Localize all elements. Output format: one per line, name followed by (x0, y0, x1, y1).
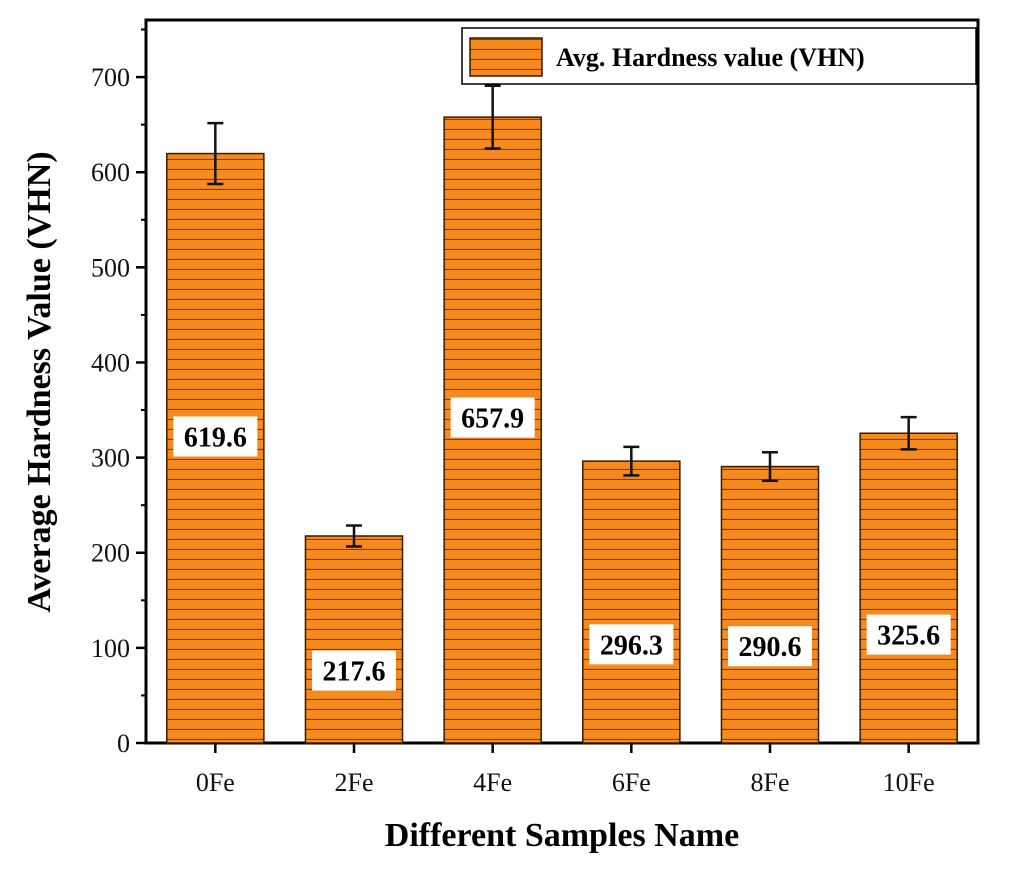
data-label-box (728, 626, 812, 667)
data-label: 619.6 (184, 422, 247, 453)
y-tick-label: 600 (91, 158, 130, 187)
y-tick-label: 400 (91, 348, 130, 377)
x-tick-label: 4Fe (473, 768, 512, 797)
data-label: 325.6 (877, 621, 940, 652)
x-tick-label: 0Fe (196, 768, 235, 797)
bar (859, 432, 958, 744)
legend: Avg. Hardness value (VHN) (461, 27, 977, 85)
bars-group (166, 116, 958, 744)
data-label-box (173, 416, 258, 457)
bar (720, 465, 820, 744)
data-label-box (450, 397, 535, 438)
x-axis-title: Different Samples Name (385, 817, 739, 854)
data-label: 296.3 (600, 630, 663, 661)
plot-area (144, 18, 980, 745)
y-tick-label: 100 (91, 634, 130, 663)
y-axis: 0 100 200 300 400 500 600 700 (91, 28, 146, 758)
data-label-box (589, 624, 674, 665)
y-tick-label: 500 (91, 253, 130, 282)
x-tick-label: 6Fe (612, 768, 651, 797)
data-label: 290.6 (739, 632, 802, 663)
data-label-box (312, 650, 396, 691)
legend-label: Avg. Hardness value (VHN) (556, 43, 865, 72)
x-tick-label: 2Fe (335, 768, 374, 797)
error-bars-group (207, 84, 917, 548)
bar (582, 460, 681, 744)
y-axis-title: Average Hardness Value (VHN) (21, 151, 58, 612)
bar (304, 535, 404, 744)
x-tick-label: 8Fe (751, 768, 790, 797)
y-tick-label: 700 (91, 63, 130, 92)
x-tick-label: 10Fe (883, 768, 935, 797)
legend-box (461, 27, 977, 85)
y-tick-label: 200 (91, 539, 130, 568)
data-labels-group: 619.6 217.6 657.9 296.3 290.6 325.6 (173, 397, 951, 691)
x-axis: 0Fe 2Fe 4Fe 6Fe 8Fe 10Fe (196, 743, 935, 797)
legend-swatch (469, 37, 543, 77)
data-label: 657.9 (461, 404, 524, 435)
y-tick-label: 300 (91, 444, 130, 473)
data-label-box (866, 614, 951, 655)
data-label: 217.6 (323, 657, 386, 688)
y-tick-label: 0 (117, 729, 130, 758)
